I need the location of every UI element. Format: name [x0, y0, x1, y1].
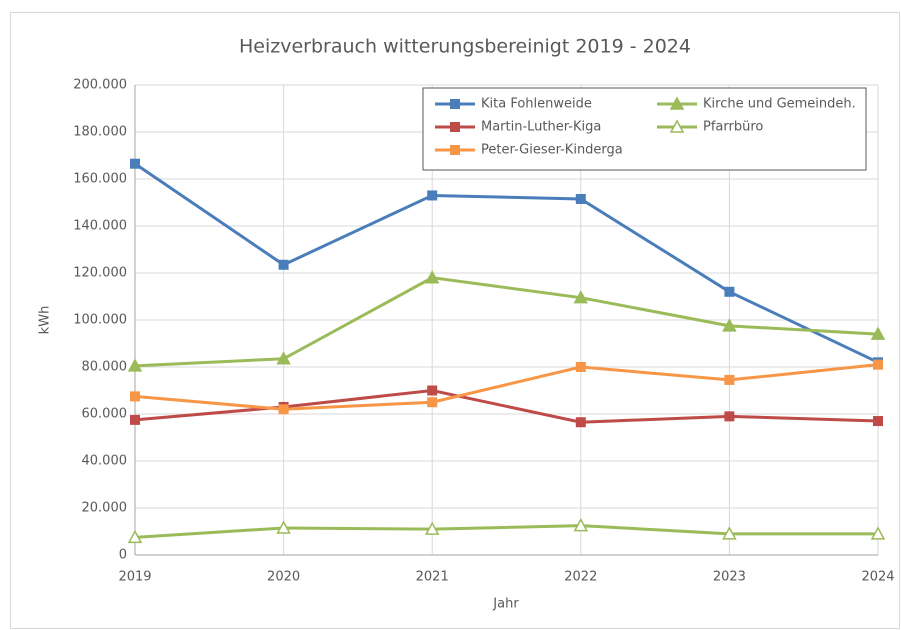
data-point [427, 397, 438, 408]
data-point [276, 520, 291, 534]
data-point [722, 526, 737, 540]
data-point [573, 518, 589, 532]
x-tick-label: 2021 [416, 570, 449, 585]
data-point [870, 326, 886, 340]
x-axis-label: Jahr [492, 597, 519, 612]
data-point [870, 526, 886, 540]
legend-label: Peter-Gieser-Kinderga [481, 143, 623, 158]
y-tick-label: 120.000 [73, 266, 127, 281]
data-point [424, 521, 440, 535]
data-point [575, 193, 586, 204]
legend-marker [450, 145, 460, 155]
legend-label: Kita Fohlenweide [481, 97, 592, 112]
data-point [873, 416, 883, 427]
data-point [575, 417, 586, 428]
chart-title: Heizverbrauch witterungsbereinigt 2019 -… [239, 36, 691, 58]
x-tick-label: 2024 [861, 570, 894, 585]
data-point [573, 290, 589, 304]
y-tick-label: 60.000 [82, 407, 128, 422]
data-point [130, 158, 140, 169]
series-line [134, 388, 879, 424]
data-point [130, 414, 140, 425]
legend-marker [450, 122, 460, 132]
data-point [873, 359, 883, 370]
data-point [724, 374, 735, 385]
data-point [724, 411, 735, 422]
data-point [127, 358, 143, 372]
y-tick-label: 0 [119, 548, 127, 563]
data-point [278, 259, 289, 270]
x-tick-label: 2023 [713, 570, 746, 585]
x-tick-label: 2020 [267, 570, 300, 585]
y-tick-label: 180.000 [73, 125, 127, 140]
y-tick-label: 160.000 [73, 172, 127, 187]
y-tick-label: 200.000 [73, 78, 127, 93]
y-tick-label: 80.000 [82, 360, 128, 375]
y-tick-label: 100.000 [73, 313, 127, 328]
y-tick-label: 140.000 [73, 219, 127, 234]
legend-label: Kirche und Gemeindeh. [703, 97, 856, 112]
series-line [134, 363, 879, 411]
data-point [724, 286, 735, 297]
data-point [130, 391, 140, 402]
series-line [134, 276, 879, 368]
data-point [427, 385, 438, 396]
legend-marker [669, 119, 685, 133]
data-point [722, 318, 737, 332]
x-tick-label: 2019 [118, 570, 151, 585]
x-tick-label: 2022 [564, 570, 597, 585]
data-point [427, 190, 438, 201]
y-tick-label: 20.000 [82, 501, 128, 516]
legend-box [422, 87, 867, 171]
data-point [278, 404, 289, 415]
legend-label: Martin-Luther-Kiga [481, 120, 601, 135]
legend-label: Pfarrbüro [703, 120, 763, 135]
series-line [134, 162, 879, 364]
y-axis-label: kWh [38, 306, 53, 335]
data-point [424, 270, 440, 284]
legend-marker [669, 96, 685, 110]
series-line [134, 524, 878, 539]
data-point [575, 362, 586, 372]
data-point [127, 529, 143, 544]
y-tick-label: 40.000 [82, 454, 128, 469]
data-point [276, 351, 291, 365]
legend-marker [450, 99, 460, 109]
